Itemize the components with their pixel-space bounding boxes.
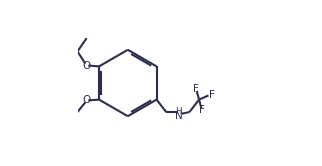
Text: H: H xyxy=(175,107,182,116)
Text: O: O xyxy=(82,61,91,71)
Text: N: N xyxy=(175,111,183,121)
Text: F: F xyxy=(209,90,214,100)
Text: O: O xyxy=(82,95,91,105)
Text: F: F xyxy=(199,105,205,115)
Text: F: F xyxy=(193,84,199,94)
